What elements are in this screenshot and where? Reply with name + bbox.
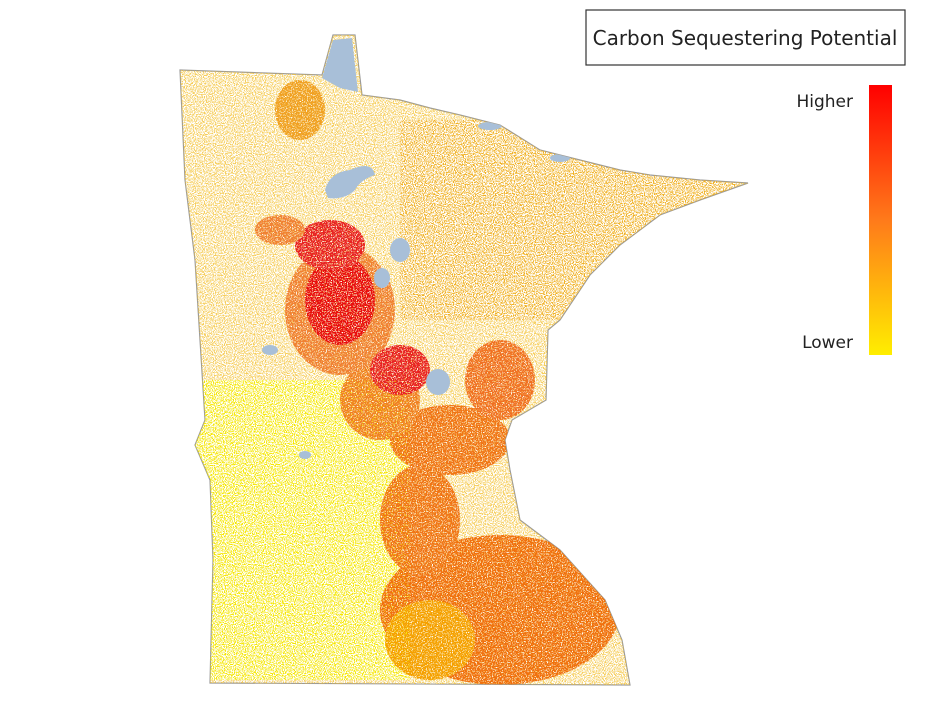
potential-layer [180,35,748,685]
legend-gradient [869,85,892,355]
lakes [262,38,570,459]
dense-speckle [255,80,620,685]
title-box [585,9,906,66]
legend-low-label: Lower [802,333,853,353]
map-title: Carbon Sequestering Potential [593,26,898,50]
legend-high-label: Higher [796,92,853,112]
